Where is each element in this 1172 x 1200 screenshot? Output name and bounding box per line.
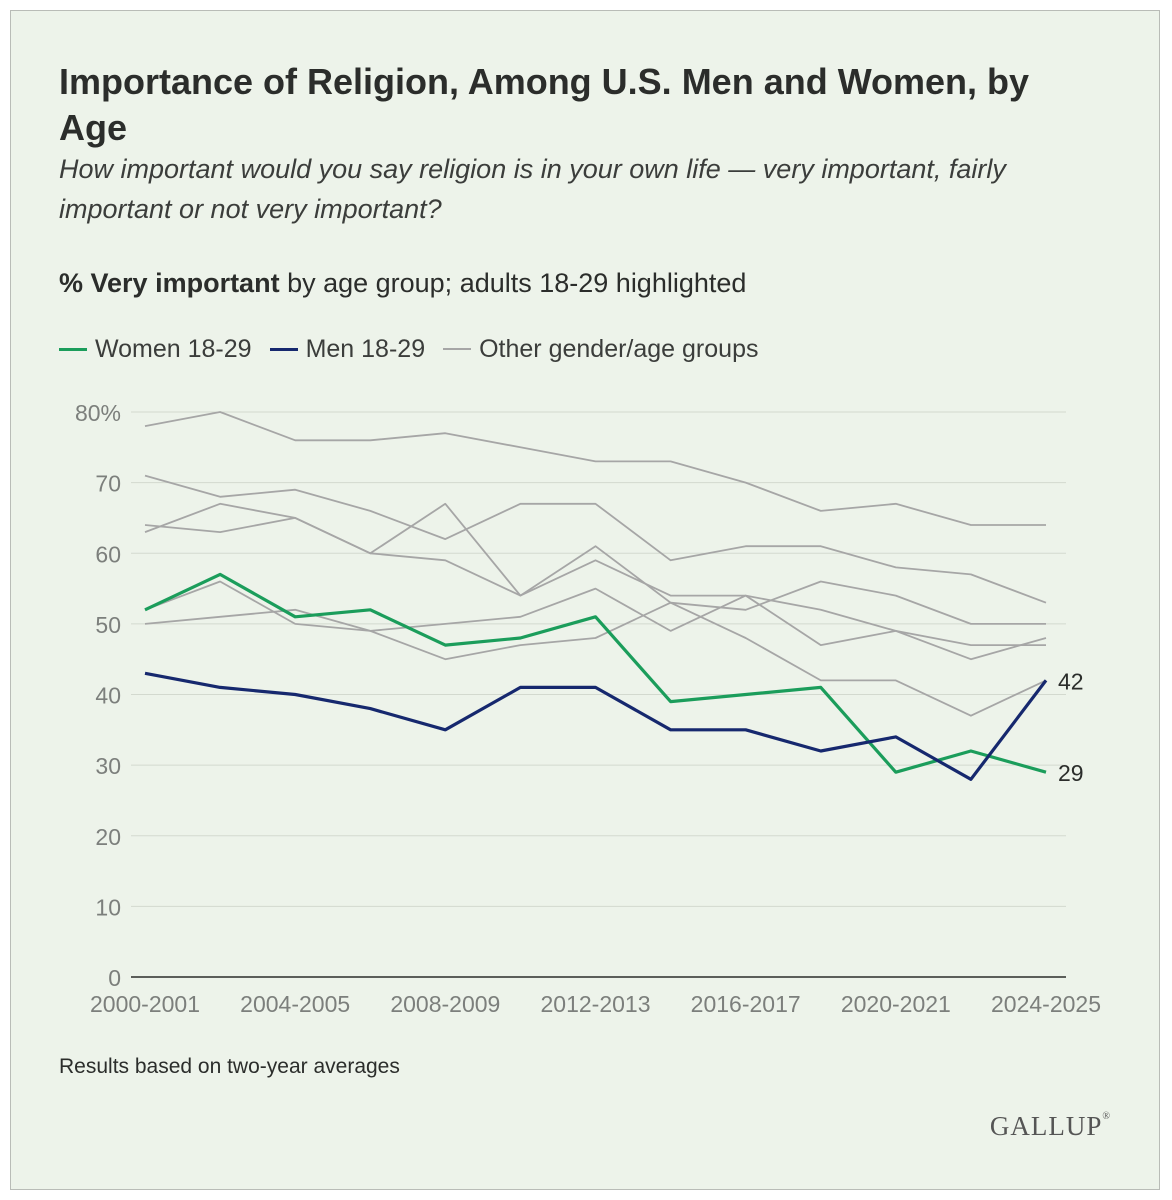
other-group-line-6 [144,580,1046,661]
x-tick-label: 2008-2009 [390,991,500,1017]
x-tick-label: 2000-2001 [90,991,200,1017]
series-line-men-18-29 [144,671,1048,781]
legend-men: Men 18-29 [269,334,426,364]
y-axis-ticks: 0 10 20 30 40 50 60 70 80% [75,400,121,991]
y-tick-label: 80% [75,400,121,426]
end-labels: 29 42 [1058,668,1084,786]
gallup-logo-text: GALLUP [989,1111,1103,1141]
other-group-line-5 [144,587,1047,661]
series-line-women-18-29 [144,572,1047,774]
chart-card: Importance of Religion, Among U.S. Men a… [10,10,1160,1190]
legend-men-label: Men 18-29 [305,334,426,363]
other-group-line-1 [144,411,1046,526]
other-group-line-3 [144,516,1046,646]
x-tick-label: 2016-2017 [691,991,801,1017]
legend-women: Women 18-29 [59,335,252,364]
gallup-logo: GALLUP® [990,1111,1111,1142]
legend-men-swatch [269,347,298,351]
legend-women-swatch [59,347,87,351]
registered-mark: ® [1102,1111,1111,1122]
y-tick-label: 0 [108,965,121,991]
legend-other-swatch [443,348,472,350]
x-tick-label: 2024-2025 [991,991,1101,1017]
end-label-women-18-29: 29 [1058,760,1084,786]
measure-rest: by age group; adults 18-29 highlighted [279,268,747,298]
chart-legend: Women 18-29 Men 18-29 Other gender/age g… [59,333,776,365]
chart-title: Importance of Religion, Among U.S. Men a… [59,61,1030,148]
y-tick-label: 20 [95,824,121,850]
other-group-lines [144,411,1047,717]
y-tick-label: 40 [95,683,121,709]
y-tick-label: 50 [95,612,121,638]
legend-other-label: Other gender/age groups [479,334,759,363]
end-label-men-18-29: 42 [1058,668,1084,694]
y-tick-label: 10 [95,894,121,920]
measure-description: % Very important by age group; adults 18… [59,263,1119,303]
legend-other: Other gender/age groups [443,335,758,364]
y-tick-label: 70 [95,471,121,497]
legend-women-label: Women 18-29 [95,334,252,363]
y-tick-label: 60 [95,541,121,567]
other-group-line-4 [144,502,1047,717]
measure-bold: % Very important [59,268,280,298]
y-tick-label: 30 [95,753,121,779]
other-group-line-2 [144,474,1047,604]
x-tick-label: 2020-2021 [841,991,951,1017]
x-tick-label: 2004-2005 [240,991,350,1017]
source-note: Results based on two-year averages [59,1055,400,1078]
x-axis-ticks: 2000-2001 2004-2005 2008-2009 2012-2013 2016… [90,991,1101,1017]
chart-subtitle: How important would you say religion is … [59,154,1006,224]
x-tick-label: 2012-2013 [541,991,651,1017]
highlighted-lines [144,572,1048,781]
